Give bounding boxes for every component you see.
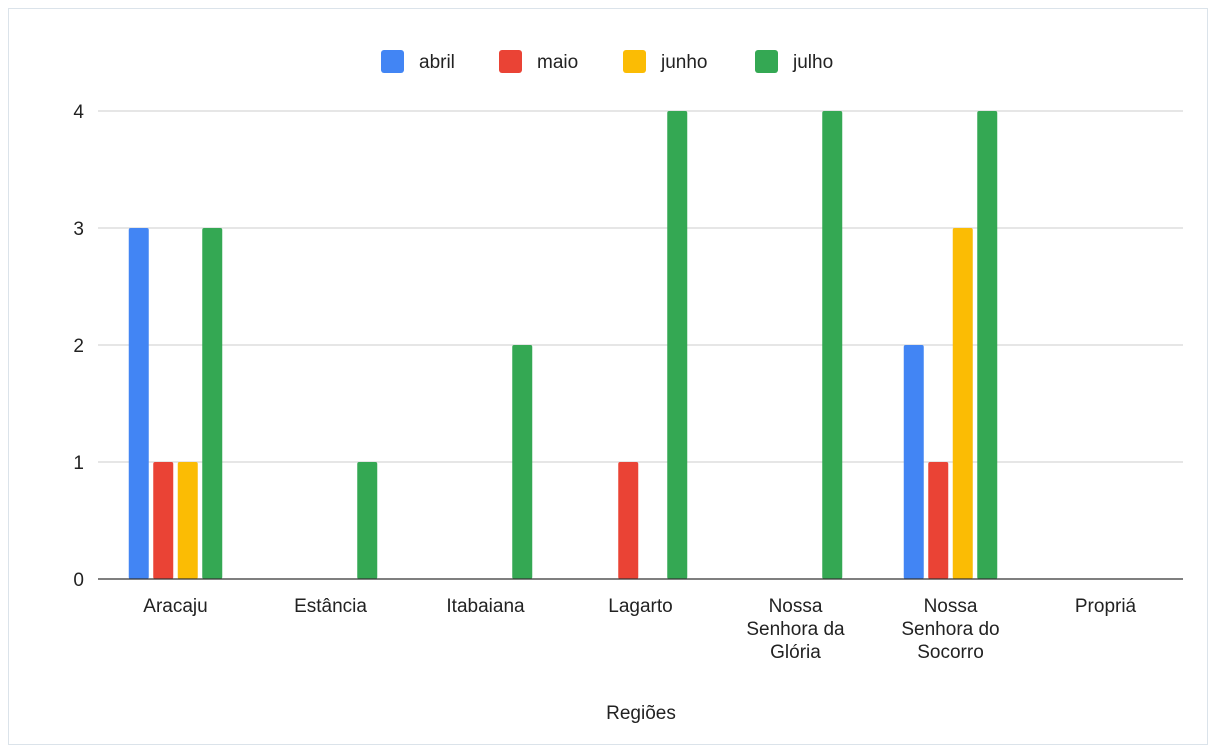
- y-tick-label: 0: [73, 570, 84, 591]
- bar-junho: [177, 462, 198, 579]
- x-tick-label: Propriá: [1075, 596, 1137, 617]
- legend-swatch-junho: [623, 50, 646, 73]
- gridlines: [98, 110, 1183, 463]
- x-tick-label: Itabaiana: [446, 596, 525, 617]
- bar-julho: [667, 111, 688, 579]
- bar-julho: [822, 111, 843, 579]
- x-tick-label: Senhora do: [901, 619, 999, 640]
- legend-label: maio: [537, 52, 578, 73]
- y-tick-label: 2: [73, 336, 84, 357]
- bar-julho: [977, 111, 998, 579]
- legend-label: junho: [660, 52, 708, 73]
- bar-maio: [153, 462, 174, 579]
- x-tick-label: Aracaju: [143, 596, 207, 617]
- x-tick-label: Nossa: [924, 596, 978, 617]
- bar-maio: [928, 462, 949, 579]
- x-tick-label: Socorro: [917, 642, 984, 663]
- x-tick-label: Estância: [294, 596, 367, 617]
- x-tick-label: Senhora da: [746, 619, 845, 640]
- y-axis-ticks: 0 1 2 3 4: [73, 102, 84, 591]
- bars: [128, 111, 998, 579]
- legend-label: julho: [792, 52, 833, 73]
- legend-label: abril: [419, 52, 455, 73]
- bar-abril: [903, 345, 924, 579]
- legend-swatch-julho: [755, 50, 778, 73]
- x-tick-label: Nossa: [769, 596, 823, 617]
- legend: abril maio junho julho: [381, 50, 833, 73]
- x-tick-label: Glória: [770, 642, 821, 663]
- y-tick-label: 3: [73, 219, 84, 240]
- legend-swatch-abril: [381, 50, 404, 73]
- y-tick-label: 4: [73, 102, 84, 123]
- x-axis-ticks: Aracaju Estância Itabaiana Lagarto NossaSenh…: [143, 596, 1136, 663]
- legend-swatch-maio: [499, 50, 522, 73]
- bar-julho: [357, 462, 378, 579]
- bar-junho: [952, 228, 973, 579]
- x-axis-title: Regiões: [606, 703, 676, 724]
- bar-maio: [618, 462, 639, 579]
- bar-julho: [202, 228, 223, 579]
- bar-abril: [128, 228, 149, 579]
- y-tick-label: 1: [73, 453, 84, 474]
- bar-julho: [512, 345, 533, 579]
- x-tick-label: Lagarto: [608, 596, 672, 617]
